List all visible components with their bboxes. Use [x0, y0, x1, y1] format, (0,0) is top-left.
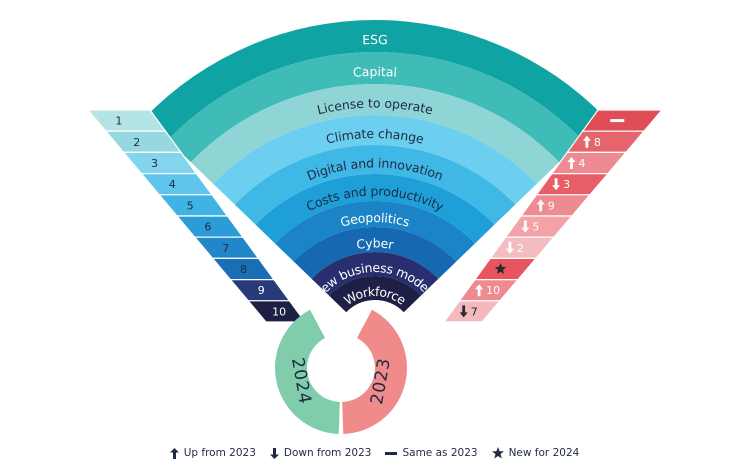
rank-2024-label-6: 6 — [204, 221, 211, 234]
legend: Up from 2023 Down from 2023 Same as 2023… — [0, 443, 749, 463]
rank-2024-label-2: 2 — [133, 136, 140, 149]
legend-item-same: Same as 2023 — [385, 447, 478, 459]
rank-2024-label-8: 8 — [240, 263, 247, 276]
legend-label-up: Up from 2023 — [183, 447, 256, 459]
rank-2024-label-7: 7 — [222, 242, 229, 255]
dash-icon — [385, 451, 398, 455]
rank-2024-label-4: 4 — [169, 178, 176, 191]
arrow-down-icon — [459, 305, 468, 318]
arrow-up-icon — [169, 447, 179, 459]
arrow-up-icon — [536, 199, 545, 212]
band-label-8: Cyber — [355, 235, 395, 252]
rank-2024-label-3: 3 — [151, 157, 158, 170]
band-2 — [167, 52, 583, 163]
arrow-down-icon — [552, 178, 561, 191]
legend-item-star: New for 2024 — [491, 447, 580, 459]
dash-icon — [610, 119, 625, 123]
band-6 — [255, 173, 495, 244]
rank-2023-label-2: 8 — [594, 136, 601, 149]
band-7 — [275, 201, 475, 262]
rank-2023-label-6: 5 — [532, 221, 539, 234]
arrow-up-icon — [582, 135, 591, 148]
legend-item-down: Down from 2023 — [269, 447, 372, 459]
rank-2024-label-10: 10 — [272, 305, 286, 318]
rank-2023-label-4: 3 — [563, 178, 570, 191]
arrow-down-icon — [521, 220, 530, 233]
band-8 — [293, 226, 457, 279]
band-label-1: ESG — [362, 31, 388, 46]
rank-2023-cell-10 — [442, 300, 502, 323]
band-label-4: Climate change — [324, 125, 425, 146]
arrow-up-icon — [567, 157, 576, 169]
rank-2024-label-9: 9 — [258, 284, 265, 297]
band-9 — [311, 251, 439, 296]
arrow-up-icon — [475, 284, 484, 297]
rank-2023-cell-5 — [519, 194, 592, 217]
star-icon — [491, 447, 504, 459]
rank-2024-label-1: 1 — [115, 115, 122, 128]
legend-label-down: Down from 2023 — [283, 447, 372, 459]
band-label-7: Geopolitics — [339, 209, 412, 229]
rank-2023-label-7: 2 — [517, 242, 524, 255]
band-4 — [213, 115, 537, 205]
year-ring: 2024 2023 — [274, 309, 407, 434]
rank-2023-label-3: 4 — [579, 157, 586, 170]
rank-2023-label-9: 10 — [486, 284, 500, 297]
rank-2024-label-5: 5 — [187, 199, 194, 212]
legend-item-up: Up from 2023 — [169, 447, 256, 459]
band-label-3: License to operate — [315, 95, 435, 117]
legend-label-same: Same as 2023 — [402, 447, 478, 459]
rank-2023-cell-8 — [473, 257, 538, 281]
rank-2023-label-10: 7 — [471, 305, 478, 318]
year-arc-2023 — [342, 309, 407, 434]
star-icon — [494, 263, 507, 274]
band-3 — [190, 83, 560, 184]
band-10 — [328, 276, 422, 313]
band-5 — [234, 144, 516, 225]
year-arc-2024 — [274, 309, 340, 434]
rank-2024-cell-4 — [140, 173, 214, 196]
arrow-down-icon — [269, 447, 279, 459]
band-label-2: Capital — [353, 63, 398, 79]
rank-2023-cell-4 — [535, 173, 610, 196]
legend-label-star: New for 2024 — [508, 447, 580, 459]
arrow-down-icon — [505, 241, 514, 254]
rank-2023-label-5: 9 — [548, 199, 555, 212]
band-1 — [144, 20, 606, 140]
